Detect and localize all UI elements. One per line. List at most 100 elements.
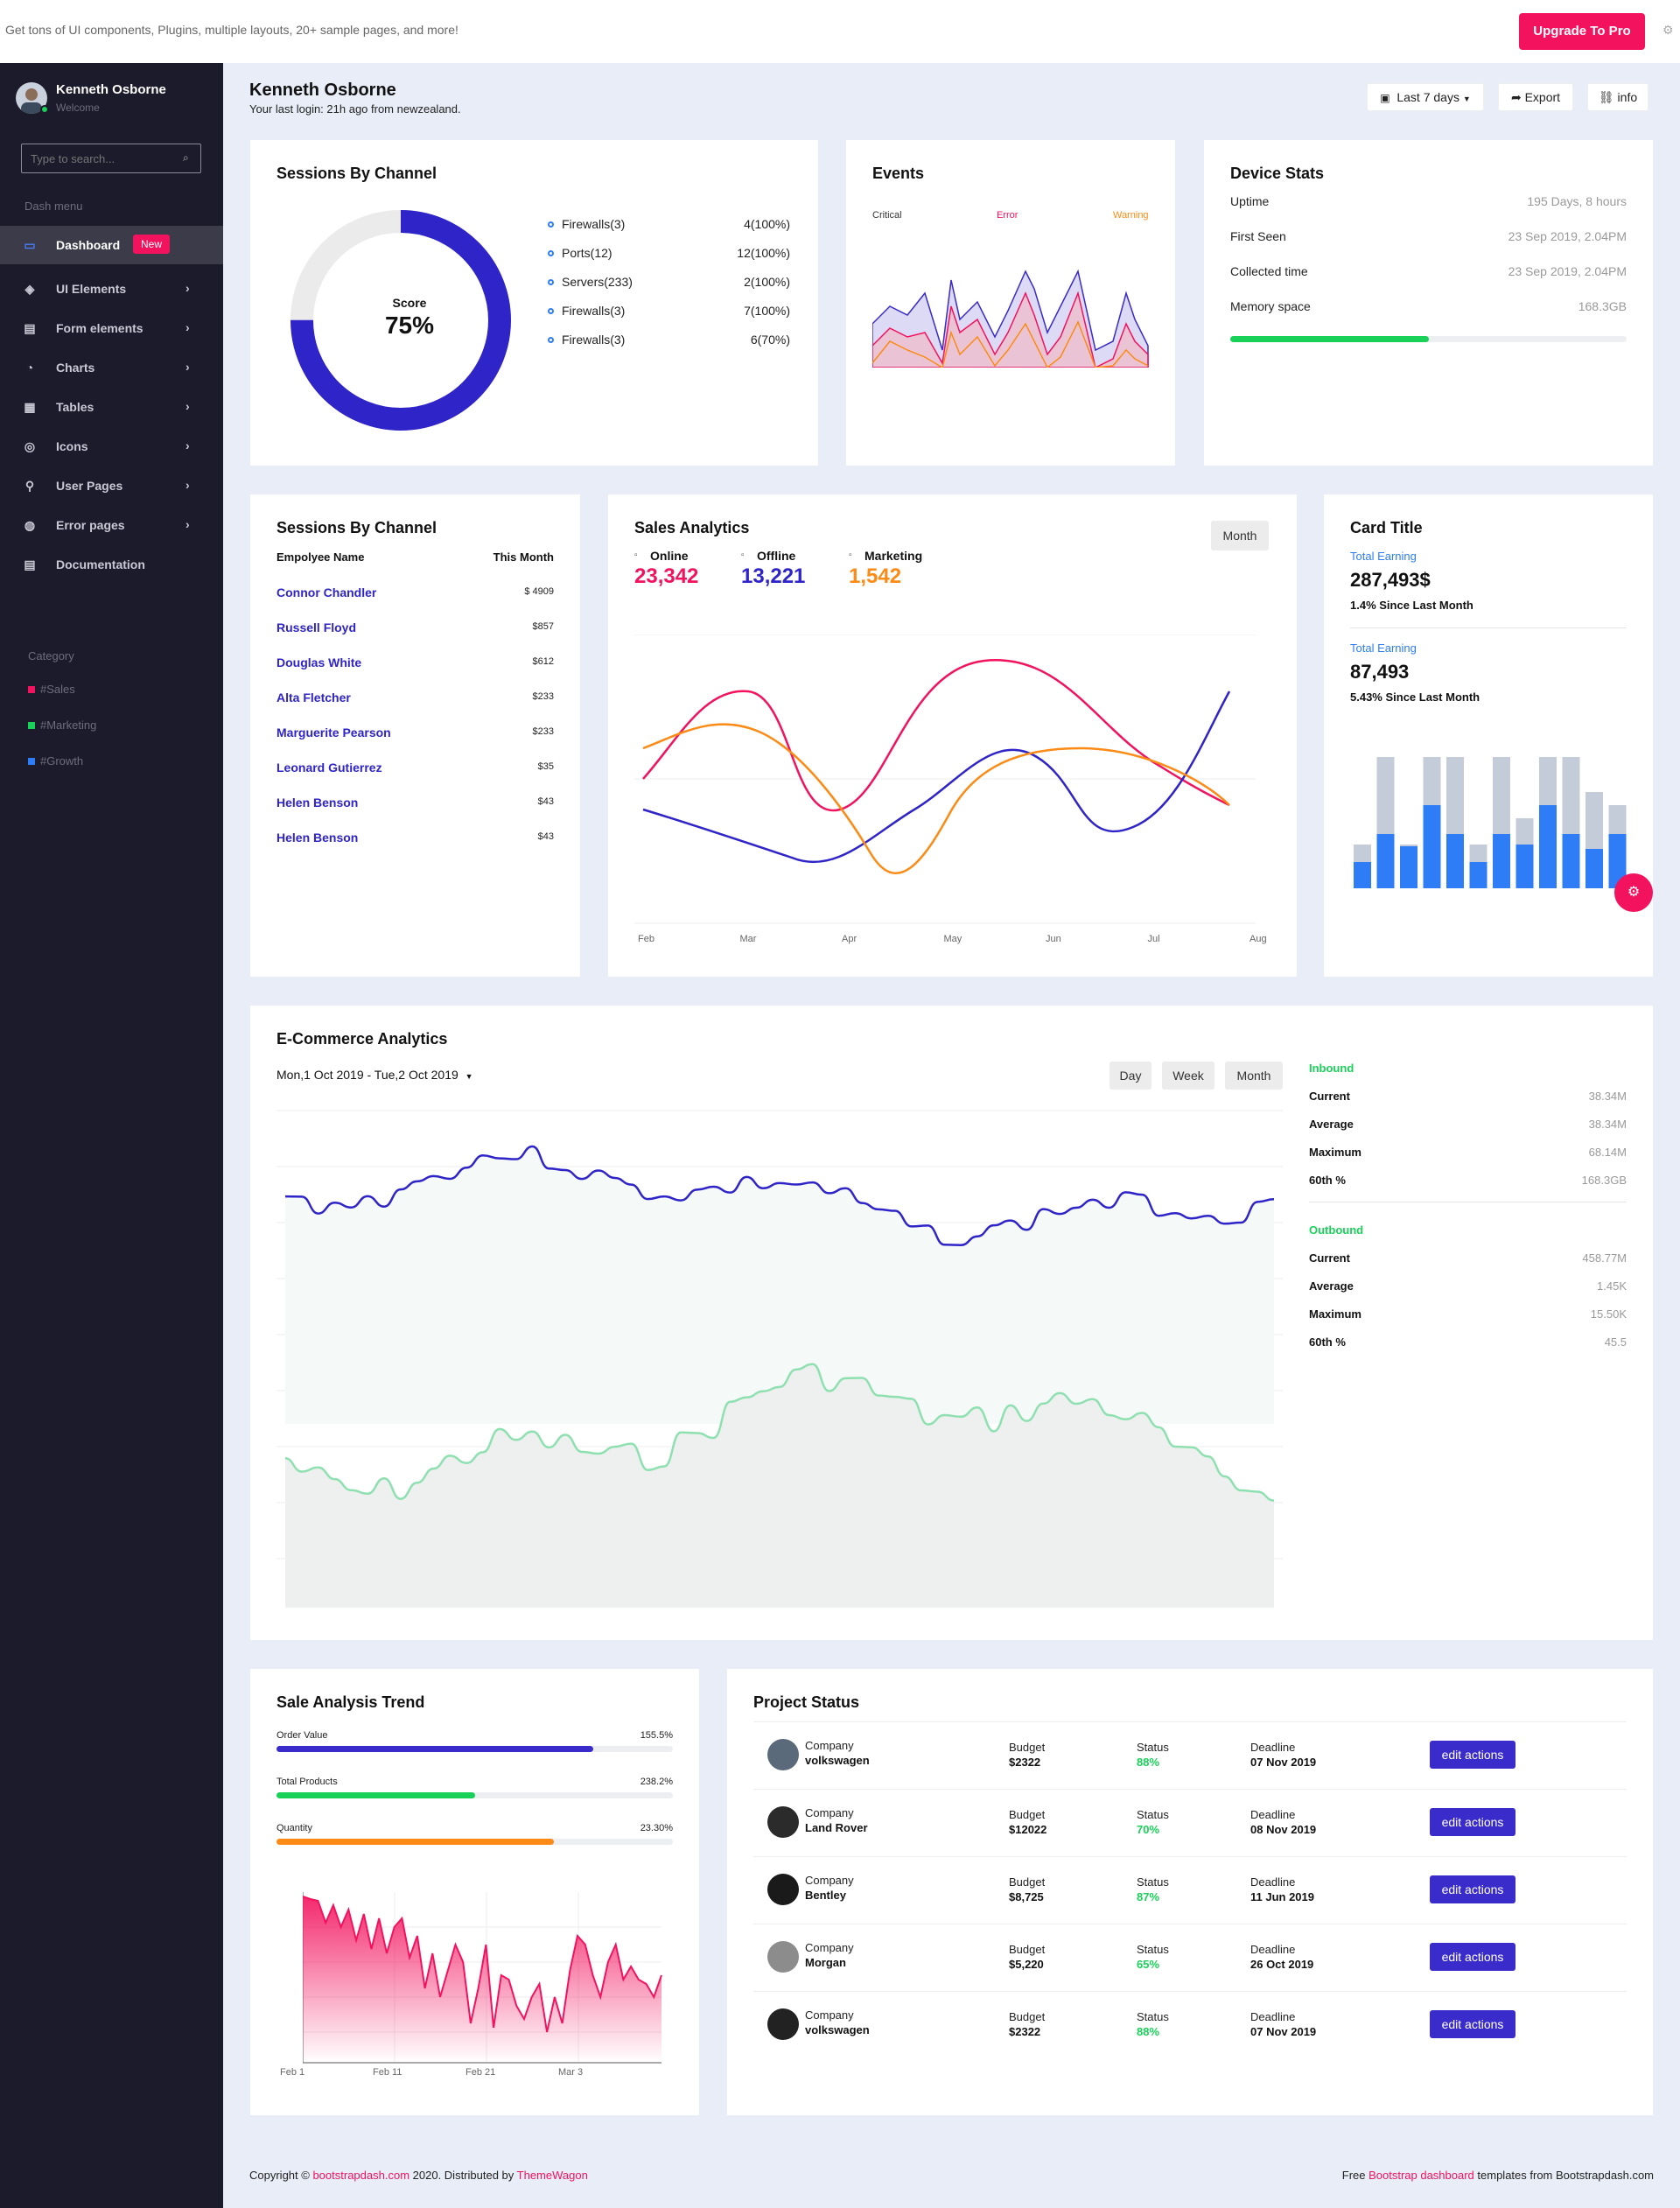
sidebar-item-tables[interactable]: ▦ Tables › (0, 388, 223, 426)
inbound-stat-label: Maximum (1309, 1146, 1362, 1159)
footer-link-themewagon[interactable]: ThemeWagon (516, 2169, 588, 2182)
edit-actions-button[interactable]: edit actions (1430, 2010, 1516, 2038)
budget-value: $2322 (1009, 2025, 1041, 2038)
sidebar-item-dashboard[interactable]: ▭ Dashboard New (0, 226, 223, 264)
settings-icon[interactable]: ⚙ (1662, 23, 1674, 37)
session-item-value: 6(70%) (750, 333, 790, 347)
date-range-button[interactable]: ▣ Last 7 days ▼ (1367, 83, 1484, 111)
avatar[interactable] (767, 1806, 799, 1838)
sidebar-user-name: Kenneth Osborne (56, 82, 166, 97)
new-badge: New (133, 235, 171, 254)
inbound-stat-value: 68.14M (1588, 1146, 1627, 1159)
sales-line-chart (634, 634, 1256, 924)
employee-amount: $35 (537, 761, 554, 772)
employee-name-link[interactable]: Marguerite Pearson (276, 725, 391, 740)
sidebar-item-documentation[interactable]: ▤ Documentation (0, 545, 223, 584)
trend-bar-label: Quantity (276, 1823, 312, 1833)
footer-link-dashboard[interactable]: Bootstrap dashboard (1368, 2169, 1474, 2182)
employee-name-link[interactable]: Russell Floyd (276, 620, 357, 634)
sidebar-item-form-elements[interactable]: ▤ Form elements › (0, 309, 223, 347)
avatar[interactable] (767, 1941, 799, 1973)
trend-progress-fill (276, 1839, 555, 1845)
search-input[interactable] (22, 144, 179, 172)
employee-name-link[interactable]: Connor Chandler (276, 585, 377, 599)
category-growth[interactable]: #Growth (28, 754, 83, 768)
trend-tick-label: Feb 11 (373, 2067, 402, 2078)
upgrade-button[interactable]: Upgrade To Pro (1519, 13, 1645, 50)
employee-name-link[interactable]: Alta Fletcher (276, 690, 351, 704)
employee-name-link[interactable]: Helen Benson (276, 831, 359, 845)
globe-icon: ◍ (24, 518, 36, 532)
legend-critical: Critical (872, 210, 902, 221)
export-button[interactable]: ➦ Export (1498, 83, 1573, 111)
trend-area-chart (303, 1892, 662, 2064)
outbound-stat-value: 1.45K (1597, 1279, 1627, 1293)
divider (753, 1721, 1627, 1722)
search-icon[interactable]: ⌕ (183, 151, 189, 164)
footer-text: Copyright © (249, 2169, 313, 2182)
month-button[interactable]: Month (1211, 521, 1269, 550)
category-sales[interactable]: #Sales (28, 683, 75, 696)
avatar[interactable] (767, 1739, 799, 1770)
outbound-stat-label: Average (1309, 1279, 1354, 1293)
edit-actions-button[interactable]: edit actions (1430, 1741, 1516, 1769)
divider (753, 1991, 1627, 1992)
inbox-icon: ▫ (741, 550, 745, 560)
sales-stat-label: Online (650, 549, 689, 563)
session-item-value: 4(100%) (744, 217, 790, 231)
sidebar-item-label: Charts (56, 361, 95, 375)
monitor-icon: ▫ (634, 550, 638, 560)
employee-name-link[interactable]: Helen Benson (276, 796, 359, 810)
device-stat-label: Memory space (1230, 299, 1311, 313)
trend-tick-label: Mar 3 (558, 2067, 584, 2078)
sidebar-item-label: UI Elements (56, 282, 127, 296)
avatar[interactable] (16, 82, 47, 114)
earning-bar-value (1608, 834, 1627, 888)
sidebar-item-icons[interactable]: ◎ Icons › (0, 427, 223, 466)
sidebar-item-user-pages[interactable]: ⚲ User Pages › (0, 466, 223, 505)
date-range-dropdown[interactable]: Mon,1 Oct 2019 - Tue,2 Oct 2019 ▼ (276, 1068, 473, 1082)
edit-actions-button[interactable]: edit actions (1430, 1875, 1516, 1903)
sidebar-item-error-pages[interactable]: ◍ Error pages › (0, 506, 223, 544)
avatar[interactable] (767, 1874, 799, 1905)
outbound-line (284, 1363, 1275, 1502)
employee-name-link[interactable]: Douglas White (276, 655, 362, 669)
edit-actions-button[interactable]: edit actions (1430, 1808, 1516, 1836)
category-marketing[interactable]: #Marketing (28, 718, 96, 732)
deadline-value: 08 Nov 2019 (1250, 1823, 1317, 1836)
footer-link-bootstrapdash[interactable]: bootstrapdash.com (312, 2169, 410, 2182)
sidebar-item-label: Dashboard (56, 238, 121, 252)
sidebar-search[interactable]: ⌕ (21, 144, 201, 173)
budget-value: $8,725 (1009, 1890, 1044, 1903)
ecommerce-card: E-Commerce Analytics Mon,1 Oct 2019 - Tu… (250, 1006, 1653, 1640)
earning-bar-value (1400, 846, 1418, 888)
earning-sub: 5.43% Since Last Month (1350, 690, 1480, 704)
inbound-stat-value: 168.3GB (1581, 1174, 1627, 1187)
day-button[interactable]: Day (1110, 1062, 1152, 1090)
bullet-icon (548, 308, 554, 314)
sidebar-item-charts[interactable]: ◔ Charts › (0, 348, 223, 387)
edit-actions-button[interactable]: edit actions (1430, 1943, 1516, 1971)
employee-name-link[interactable]: Leonard Gutierrez (276, 761, 382, 775)
budget-label: Budget (1009, 1808, 1046, 1821)
outbound-title: Outbound (1309, 1223, 1364, 1237)
footer-text: templates from Bootstrapdash.com (1474, 2169, 1654, 2182)
settings-fab[interactable]: ⚙ (1614, 873, 1653, 912)
link-icon: ⛓ (1598, 90, 1614, 104)
outbound-stat-label: Current (1309, 1251, 1350, 1265)
category-dot (28, 722, 35, 729)
device-stat-label: First Seen (1230, 229, 1286, 243)
month-button[interactable]: Month (1225, 1062, 1283, 1090)
deadline-label: Deadline (1250, 2010, 1296, 2023)
caret-down-icon: ▼ (465, 1072, 473, 1081)
info-button[interactable]: ⛓ info (1587, 83, 1648, 111)
company-label: Company (805, 1739, 854, 1752)
week-button[interactable]: Week (1162, 1062, 1214, 1090)
sales-stat-value: 13,221 (741, 564, 806, 588)
company-label: Company (805, 1806, 854, 1819)
avatar[interactable] (767, 2008, 799, 2040)
monitor-icon: ▭ (24, 238, 36, 252)
sidebar-item-label: Icons (56, 439, 88, 453)
sidebar-item-ui-elements[interactable]: ◈ UI Elements › (0, 270, 223, 308)
earning-bar-value (1586, 849, 1603, 888)
